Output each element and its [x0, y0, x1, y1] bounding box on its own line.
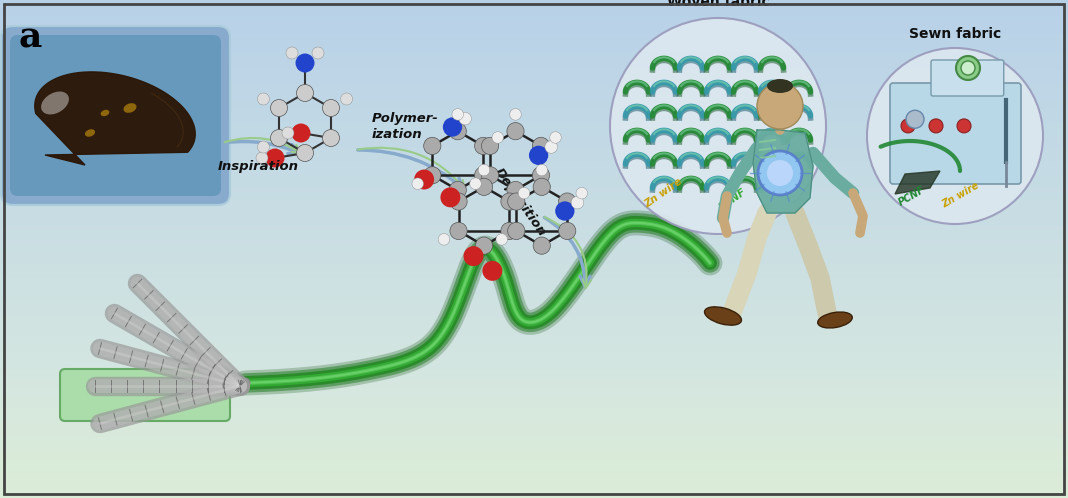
- Ellipse shape: [818, 312, 852, 328]
- Circle shape: [501, 193, 518, 210]
- Circle shape: [867, 48, 1043, 224]
- Circle shape: [961, 61, 975, 75]
- Circle shape: [464, 246, 484, 266]
- Circle shape: [443, 118, 462, 136]
- Circle shape: [424, 137, 441, 154]
- Circle shape: [323, 129, 340, 146]
- Polygon shape: [753, 130, 813, 213]
- Ellipse shape: [41, 92, 69, 115]
- Circle shape: [474, 167, 492, 184]
- Circle shape: [509, 109, 521, 120]
- Circle shape: [507, 123, 524, 140]
- Ellipse shape: [85, 129, 95, 137]
- Text: Zn wire: Zn wire: [642, 177, 684, 210]
- Circle shape: [282, 127, 294, 139]
- Circle shape: [559, 222, 576, 240]
- Circle shape: [452, 109, 464, 120]
- Circle shape: [507, 193, 524, 210]
- Circle shape: [610, 18, 826, 234]
- Circle shape: [482, 137, 499, 154]
- Circle shape: [297, 85, 314, 102]
- Ellipse shape: [705, 307, 741, 325]
- Circle shape: [438, 234, 450, 245]
- Circle shape: [459, 113, 471, 125]
- Circle shape: [536, 164, 548, 176]
- Circle shape: [414, 169, 434, 189]
- Text: Sewn fabric: Sewn fabric: [909, 27, 1001, 41]
- Circle shape: [929, 119, 943, 133]
- Circle shape: [482, 167, 499, 184]
- Circle shape: [474, 137, 492, 154]
- Circle shape: [492, 132, 503, 143]
- Circle shape: [292, 124, 311, 142]
- Circle shape: [257, 141, 269, 153]
- Ellipse shape: [100, 110, 109, 116]
- Circle shape: [475, 178, 492, 195]
- Text: Deposition: Deposition: [491, 166, 548, 239]
- Circle shape: [270, 100, 287, 117]
- Circle shape: [529, 146, 548, 165]
- Circle shape: [266, 148, 284, 167]
- Circle shape: [450, 222, 467, 240]
- Circle shape: [323, 100, 340, 117]
- Text: Polymer-
ization: Polymer- ization: [372, 112, 439, 140]
- Circle shape: [440, 187, 460, 207]
- Text: Zn wire: Zn wire: [940, 181, 980, 210]
- Circle shape: [576, 187, 587, 199]
- FancyBboxPatch shape: [10, 35, 221, 196]
- Circle shape: [957, 119, 971, 133]
- Circle shape: [312, 47, 324, 59]
- Circle shape: [533, 178, 550, 195]
- Circle shape: [550, 132, 562, 143]
- FancyBboxPatch shape: [60, 369, 230, 421]
- Circle shape: [475, 237, 492, 254]
- Text: PCNF: PCNF: [718, 187, 749, 213]
- Circle shape: [450, 123, 467, 140]
- FancyBboxPatch shape: [890, 83, 1021, 184]
- Polygon shape: [895, 171, 940, 194]
- Circle shape: [555, 201, 575, 221]
- Circle shape: [297, 144, 314, 161]
- Circle shape: [341, 93, 352, 105]
- FancyBboxPatch shape: [931, 60, 1004, 96]
- Circle shape: [424, 167, 441, 184]
- Circle shape: [257, 93, 269, 105]
- Circle shape: [559, 193, 576, 210]
- Circle shape: [270, 129, 287, 146]
- Text: PCNF: PCNF: [897, 185, 927, 208]
- Text: a: a: [18, 20, 42, 54]
- Circle shape: [545, 140, 557, 153]
- Circle shape: [507, 222, 524, 240]
- Circle shape: [450, 181, 467, 199]
- Circle shape: [450, 193, 467, 210]
- Circle shape: [532, 167, 550, 184]
- Circle shape: [532, 137, 550, 154]
- Circle shape: [501, 222, 518, 240]
- FancyBboxPatch shape: [1, 26, 230, 205]
- Circle shape: [533, 237, 550, 254]
- Circle shape: [470, 178, 482, 189]
- Circle shape: [571, 196, 584, 209]
- Circle shape: [496, 234, 507, 245]
- Circle shape: [483, 261, 502, 281]
- Circle shape: [478, 164, 490, 176]
- Circle shape: [507, 181, 524, 199]
- Ellipse shape: [124, 103, 137, 113]
- Circle shape: [412, 178, 424, 189]
- Circle shape: [296, 53, 314, 73]
- Circle shape: [518, 187, 530, 199]
- Text: Inspiration: Inspiration: [218, 160, 299, 173]
- Circle shape: [901, 119, 915, 133]
- Circle shape: [767, 160, 794, 186]
- Circle shape: [256, 152, 268, 164]
- Ellipse shape: [767, 79, 794, 93]
- Circle shape: [956, 56, 980, 80]
- Circle shape: [758, 151, 802, 195]
- Text: Woven fabric: Woven fabric: [666, 0, 769, 9]
- Circle shape: [286, 47, 298, 59]
- Circle shape: [906, 110, 924, 128]
- Circle shape: [757, 83, 803, 129]
- Polygon shape: [35, 72, 195, 165]
